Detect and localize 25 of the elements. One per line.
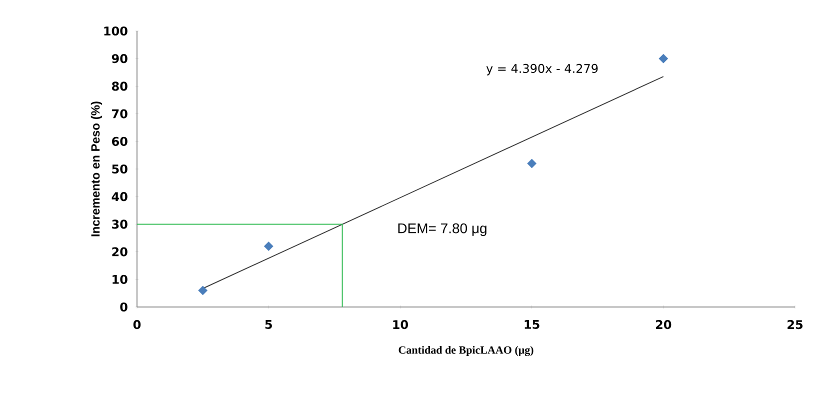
y-tick-label: 80 (112, 82, 128, 91)
y-tick-label: 100 (104, 26, 128, 36)
x-tick-label: 10 (393, 320, 408, 330)
point (264, 242, 274, 251)
y-tick-label: 30 (112, 220, 128, 229)
y-tick-label: 70 (112, 109, 128, 118)
x-tick-label: 20 (656, 320, 672, 330)
x-tick-label: 25 (788, 320, 803, 330)
y-axis-title: Incremento en Peso (%) (90, 102, 102, 236)
y-tick-label: 0 (120, 302, 128, 312)
x-tick-label: 15 (524, 320, 540, 329)
y-tick-label: 20 (112, 247, 128, 256)
y-tick-label: 90 (112, 54, 128, 64)
x-tick-label: 0 (133, 320, 141, 330)
annotation: DEM= 7.80 μg (398, 223, 486, 236)
y-tick-label: 10 (112, 274, 128, 284)
annotation: y = 4.390x - 4.279 (486, 64, 598, 76)
y-tick-label: 50 (112, 164, 128, 174)
x-tick-label: 5 (265, 320, 272, 329)
y-tick-label: 40 (112, 192, 128, 202)
x-axis-title: Cantidad de BpicLAAO (μg) (398, 346, 534, 356)
point (658, 54, 668, 64)
point (198, 286, 208, 296)
y-tick-label: 60 (112, 136, 128, 146)
point (527, 158, 537, 168)
